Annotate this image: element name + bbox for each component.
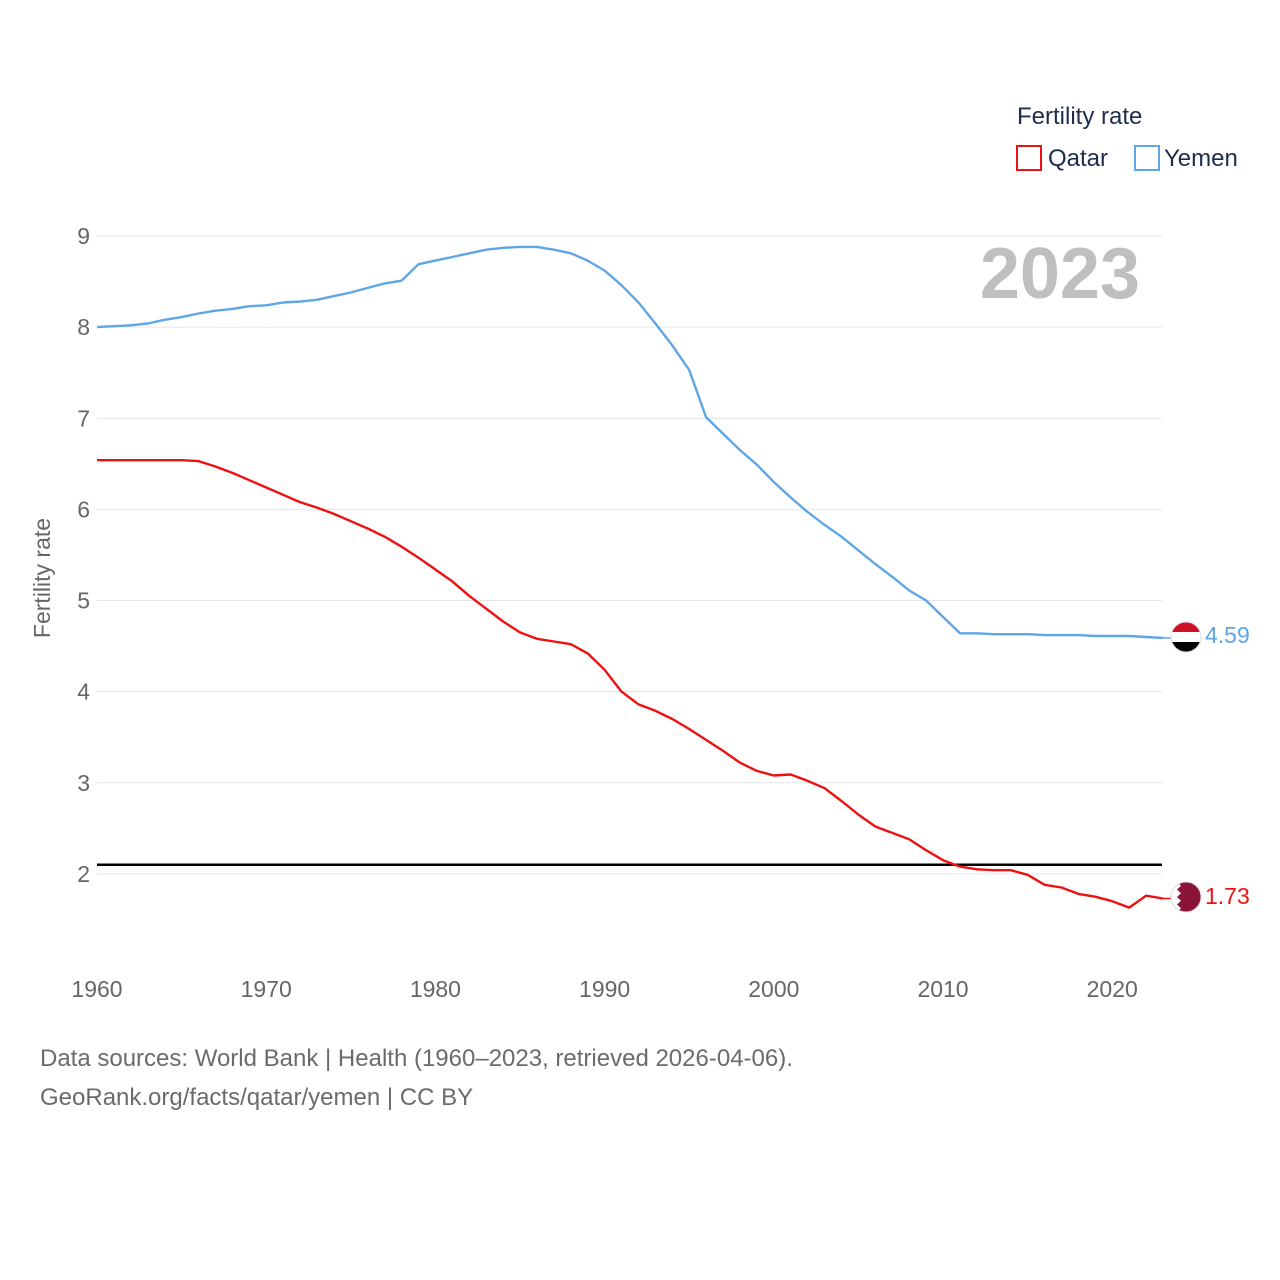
x-axis-ticks: 1960 1970 1980 1990 2000 2010 2020	[71, 976, 1137, 1002]
x-tick-2010: 2010	[917, 976, 968, 1002]
x-tick-2020: 2020	[1087, 976, 1138, 1002]
grid-lines	[97, 235, 1162, 875]
y-tick-8: 8	[77, 314, 90, 340]
series-line-qatar	[97, 459, 1164, 909]
footer-attribution: GeoRank.org/facts/qatar/yemen | CC BY	[40, 1084, 474, 1111]
legend-label-qatar: Qatar	[1048, 145, 1108, 172]
legend: Fertility rate Qatar Yemen	[1016, 103, 1238, 172]
fertility-rate-chart: 2 3 4 5 6 7 8 9 1960 1970 1980 1990 2000 2010 2020 Fe…	[29, 103, 1250, 1002]
legend-swatch-qatar	[1016, 145, 1042, 171]
y-tick-3: 3	[77, 770, 90, 796]
x-tick-1990: 1990	[579, 976, 630, 1002]
x-tick-1980: 1980	[410, 976, 461, 1002]
legend-label-yemen: Yemen	[1164, 145, 1238, 172]
y-tick-9: 9	[77, 223, 90, 249]
series-line-yemen	[96, 245, 1164, 640]
y-axis-ticks: 2 3 4 5 6 7 8 9	[77, 223, 90, 887]
x-tick-1960: 1960	[71, 976, 122, 1002]
y-tick-6: 6	[77, 496, 90, 522]
legend-swatch-yemen	[1134, 145, 1160, 171]
y-axis-title: Fertility rate	[29, 518, 55, 638]
qatar-end-value: 1.73	[1205, 883, 1250, 909]
x-tick-1970: 1970	[241, 976, 292, 1002]
footer-sources: Data sources: World Bank | Health (1960–…	[40, 1045, 793, 1072]
x-tick-2000: 2000	[748, 976, 799, 1002]
y-tick-2: 2	[77, 861, 90, 887]
legend-title: Fertility rate	[1017, 103, 1142, 130]
yemen-flag-icon	[1171, 622, 1201, 652]
y-tick-7: 7	[77, 405, 90, 431]
yemen-end-value: 4.59	[1205, 622, 1250, 648]
y-tick-5: 5	[77, 588, 90, 614]
y-tick-4: 4	[77, 679, 90, 705]
year-label: 2023	[980, 234, 1140, 314]
series-lines	[96, 245, 1172, 909]
